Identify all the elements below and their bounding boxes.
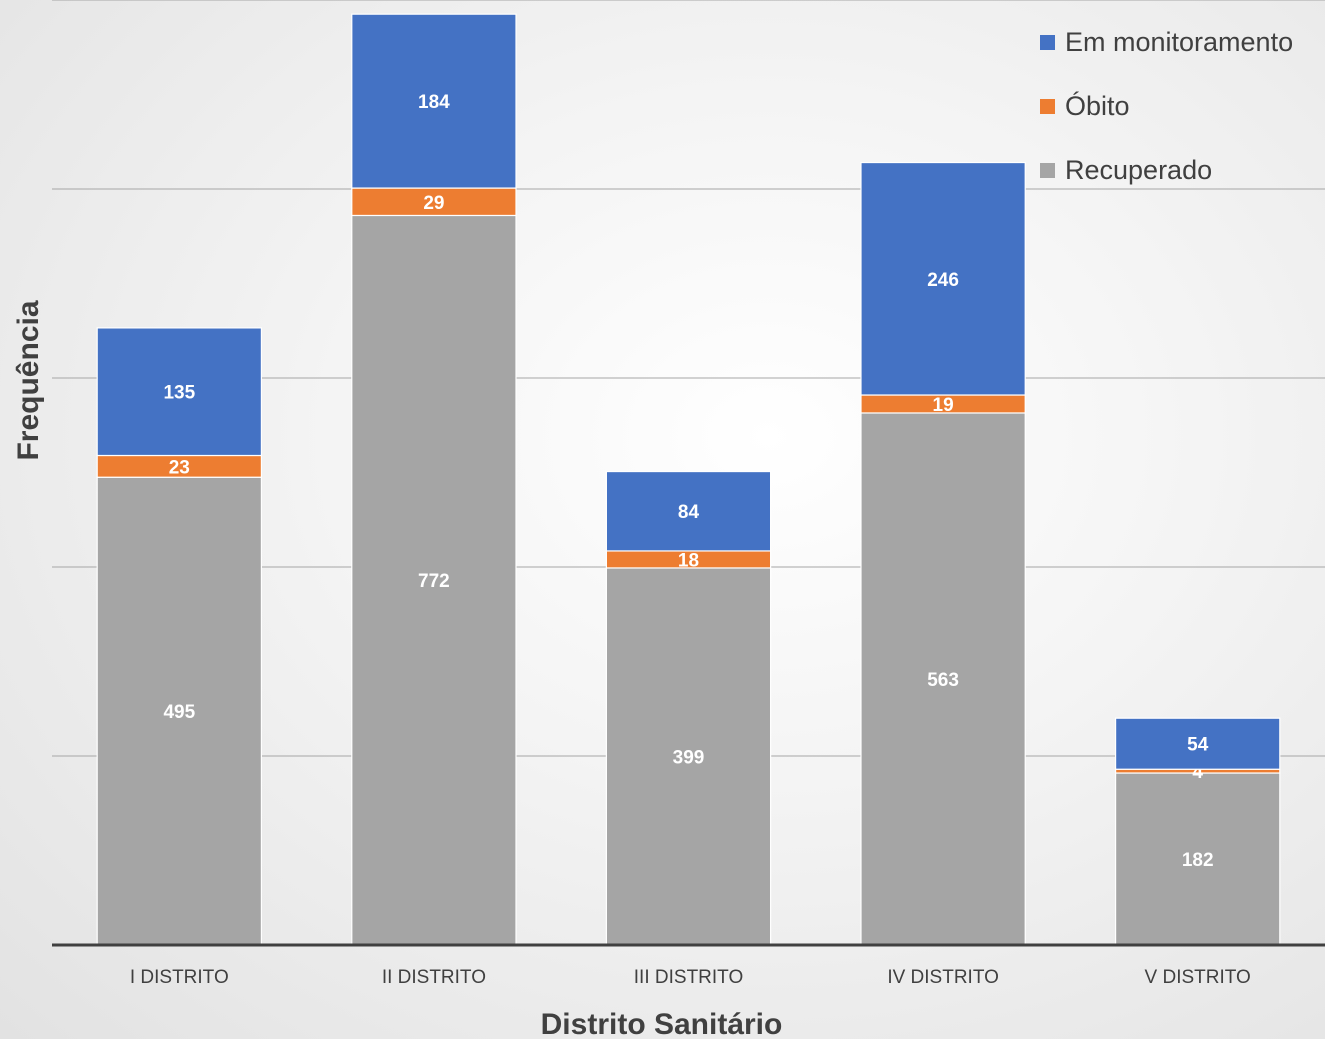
data-label: 563 [927,670,959,691]
bar-segment [351,13,517,189]
data-label: 84 [678,502,700,523]
data-label: 18 [678,550,699,571]
data-label: 495 [163,702,195,723]
x-tick-labels: I DISTRITO II DISTRITO III DISTRITO IV DIST… [130,967,1251,988]
x-tick-label: IV DISTRITO [887,967,999,988]
legend: Em monitoramento Óbito Recuperado [1030,10,1325,202]
x-tick-label: II DISTRITO [382,967,486,988]
x-axis-title: Distrito Sanitário [541,1008,783,1039]
legend-label: Em monitoramento [1065,26,1294,57]
data-label: 772 [418,571,450,592]
bars: 495 23 135 772 29 184 399 18 84 563 19 246 182 4 54 [96,13,1281,946]
bar-segment [860,161,1026,396]
data-label: 4 [1192,762,1203,783]
data-label: 182 [1182,850,1214,871]
bar-segment [96,327,263,457]
data-label: 135 [163,383,195,404]
x-tick-label: V DISTRITO [1145,967,1251,988]
x-tick-label: I DISTRITO [130,967,229,988]
legend-swatch [1040,98,1055,114]
legend-item: Recuperado [1030,138,1325,202]
x-tick-label: III DISTRITO [634,967,743,988]
y-axis-title: Frequência [12,300,45,460]
data-label: 184 [418,92,450,113]
bar-segment [860,412,1026,946]
legend-item: Em monitoramento [1030,10,1325,74]
legend-item: Óbito [1030,74,1325,138]
legend-swatch [1040,34,1055,50]
legend-label: Recuperado [1065,154,1213,185]
legend-swatch [1040,162,1055,178]
legend-label: Óbito [1065,90,1130,121]
data-label: 19 [933,395,954,416]
data-label: 54 [1187,735,1209,756]
data-label: 399 [673,747,705,768]
bar-segment [1114,717,1281,770]
data-label: 246 [927,270,959,291]
bar-segment [605,470,772,552]
data-label: 29 [423,193,444,214]
data-label: 23 [169,457,190,478]
bar-segment [605,567,772,946]
bar-segment [96,476,263,946]
bar-segment [1114,772,1281,946]
